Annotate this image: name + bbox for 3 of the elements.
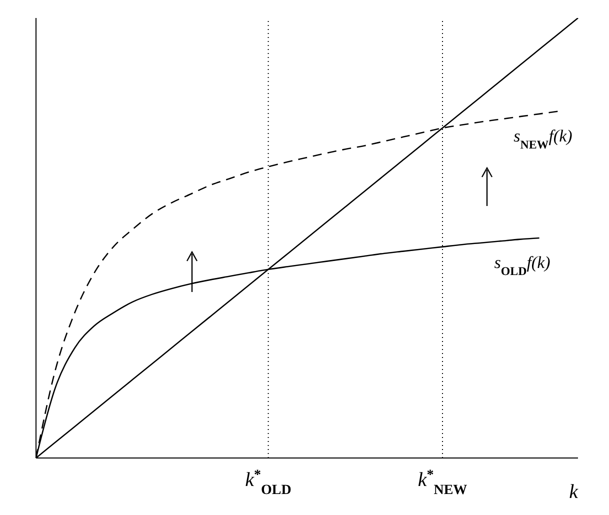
series-label: s$_{OLD}$f(k)	[494, 253, 551, 278]
series-label: s$_{NEW}$f(k)	[514, 126, 573, 152]
x-axis-title: k	[569, 481, 580, 503]
